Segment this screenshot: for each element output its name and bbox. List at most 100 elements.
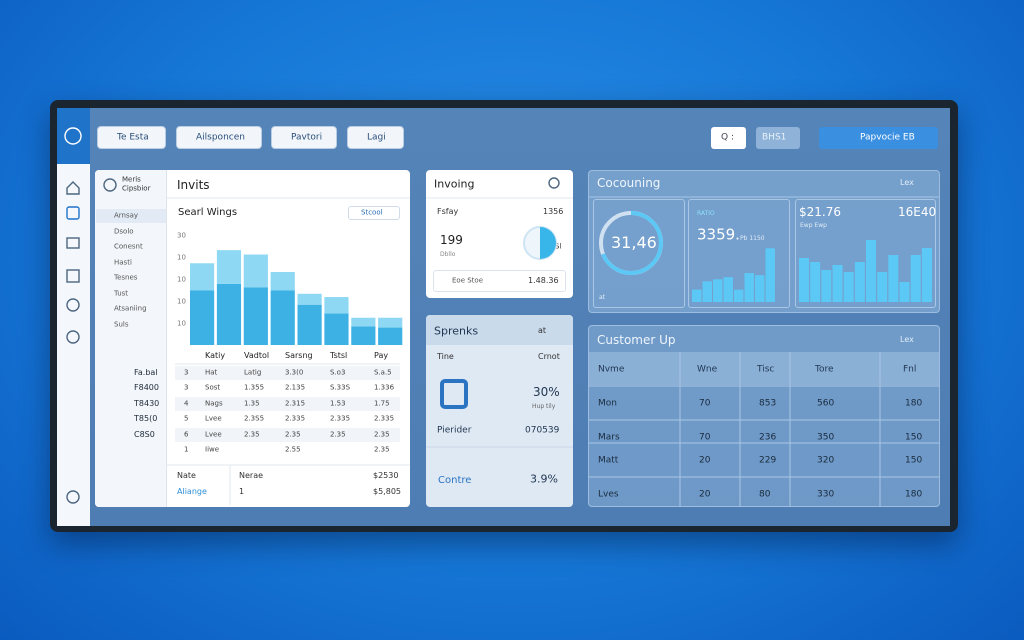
side-value: C8S0	[134, 429, 155, 439]
table-cell: Matt	[598, 455, 619, 466]
footer-label: 1	[239, 487, 245, 496]
big-number: 199	[440, 233, 463, 247]
panel-sprenks	[426, 315, 573, 507]
table-cell: S.33S	[330, 383, 351, 392]
table-cell: 80	[759, 489, 771, 500]
chart-filter-label[interactable]: Stcool	[361, 208, 383, 217]
user-name: Meris	[122, 175, 141, 184]
caption: Dbllo	[440, 251, 456, 258]
nav-item[interactable]: Atsaniing	[114, 304, 147, 313]
table-cell: 2.3S5	[244, 414, 265, 423]
percent: 30%	[533, 385, 560, 399]
table-cell: 2.335	[374, 414, 395, 423]
donut-label: Sl	[555, 242, 562, 251]
table-cell: 70	[699, 432, 711, 443]
panel-title: Sprenks	[434, 324, 479, 338]
label: Fsfay	[437, 207, 459, 216]
nav-item[interactable]: Tesnes	[114, 273, 138, 282]
table-cell: 560	[817, 398, 835, 409]
table-cell: 20	[699, 455, 711, 466]
nav-item[interactable]: Suls	[114, 320, 129, 328]
nav-item[interactable]: Tust	[114, 289, 129, 297]
table-header: Sarsng	[285, 351, 313, 360]
table-row-band	[175, 427, 400, 442]
secondary-button[interactable]	[756, 127, 800, 149]
gauge-value: 31,46	[611, 233, 657, 252]
table-cell: 2.55	[285, 445, 301, 454]
table-header: Nvme	[598, 364, 625, 375]
toolbar-button-label[interactable]: Lagi	[367, 132, 386, 143]
toolbar-button-label[interactable]: Ailsponcen	[196, 132, 245, 143]
nav-active	[96, 209, 166, 223]
table-header: Tore	[815, 364, 834, 375]
panel-title: Invits	[177, 178, 210, 192]
table-header: Katiy	[205, 351, 226, 360]
row-value: 070539	[525, 425, 560, 436]
nav-item[interactable]: Conesnt	[114, 242, 143, 251]
sidebar	[57, 108, 90, 526]
table-cell: Mars	[598, 432, 620, 443]
y-axis-label: 10	[177, 297, 186, 306]
panel-menu[interactable]: at	[538, 326, 547, 335]
toolbar-button[interactable]	[271, 126, 337, 149]
table-cell: 2.335	[285, 414, 306, 423]
right-box	[795, 199, 936, 308]
primary-label[interactable]: Papvocie EB	[860, 132, 915, 143]
panel-title: Customer Up	[597, 333, 676, 347]
table-cell: 2.35	[285, 430, 301, 439]
caption: RATIO	[697, 210, 715, 217]
table-row-band	[175, 366, 400, 380]
toolbar-button-label[interactable]: Pavtori	[291, 132, 323, 143]
table-cell: 853	[759, 398, 777, 409]
toolbar-button[interactable]	[347, 126, 404, 149]
nav-item[interactable]: Hasti	[114, 258, 132, 266]
table-cell: Sost	[205, 383, 221, 392]
metric-value: 16E40	[898, 205, 937, 219]
caption: at	[599, 294, 606, 301]
table-cell: 2.35	[374, 430, 390, 439]
table-cell: 1.355	[244, 383, 265, 392]
table-cell: 1	[184, 445, 189, 454]
table-cell: 2.135	[285, 383, 306, 392]
footer-value: $2530	[373, 471, 399, 480]
table-header: Fnl	[903, 364, 917, 375]
footer-value: $5,805	[373, 487, 401, 496]
table-cell: Latig	[244, 368, 262, 377]
bottom-label: Eoe Stoe	[452, 276, 484, 285]
panel-title: Invoing	[434, 177, 475, 191]
panel-title: Cocouning	[597, 176, 661, 190]
invoicing-bottom	[433, 270, 566, 292]
metric-value: $21.76	[799, 205, 841, 219]
chart-filter[interactable]	[348, 206, 400, 220]
table-cell: 4	[184, 399, 189, 408]
panel-menu[interactable]: Lex	[900, 335, 914, 344]
table-header: Vadtol	[244, 351, 270, 360]
table-header: Wne	[697, 364, 718, 375]
table-cell: 1.53	[330, 399, 346, 408]
table-cell: Lvee	[205, 414, 222, 423]
metric-value: 3359.	[697, 225, 740, 244]
panel-menu[interactable]: Lex	[900, 178, 914, 187]
y-axis-label: 30	[177, 231, 186, 240]
footer-label: Aliange	[177, 487, 207, 496]
mid-box	[688, 199, 790, 308]
toolbar-button[interactable]	[176, 126, 262, 149]
secondary-label[interactable]: BHS1	[762, 132, 787, 143]
caption: Hup tily	[532, 403, 556, 410]
primary-button[interactable]	[819, 127, 938, 149]
sidebar-logo[interactable]	[57, 108, 90, 164]
nav-item[interactable]: Arnsay	[114, 211, 139, 220]
table-cell: Lvee	[205, 430, 222, 439]
search-box[interactable]	[711, 127, 746, 149]
table-cell: 2.35	[244, 430, 260, 439]
amount: 1356	[543, 207, 564, 216]
toolbar-button[interactable]	[97, 126, 166, 149]
table-cell: Hat	[205, 368, 218, 377]
nav-item[interactable]: Dsolo	[114, 227, 134, 235]
table-cell: 1.336	[374, 383, 395, 392]
table-cell: 180	[905, 398, 923, 409]
search-label[interactable]: Q :	[721, 132, 734, 143]
gauge-box	[593, 199, 685, 308]
toolbar-button-label[interactable]: Te Esta	[117, 132, 149, 143]
